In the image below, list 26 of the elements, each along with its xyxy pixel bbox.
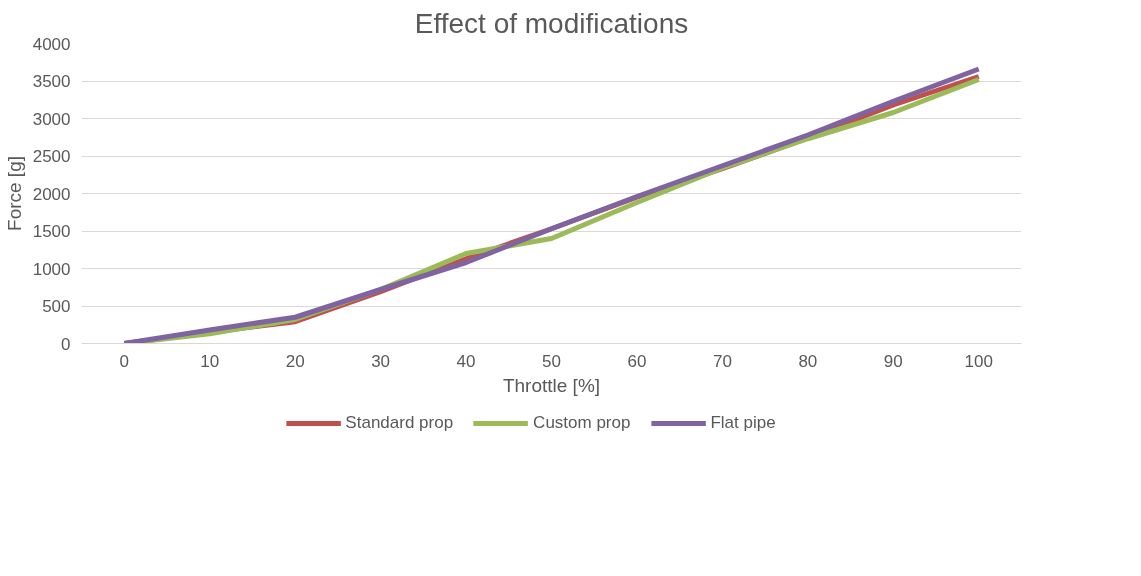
legend-label: Flat pipe: [710, 413, 776, 433]
x-tick-label: 20: [285, 351, 305, 371]
x-tick-label: 30: [371, 351, 391, 371]
x-axis-title: Throttle [%]: [502, 374, 601, 396]
y-tick-label: 3000: [32, 109, 71, 129]
x-tick-label: 60: [627, 351, 647, 371]
y-tick-label: 2500: [32, 147, 71, 166]
x-tick-label: 80: [798, 351, 818, 371]
y-tick-label: 0: [61, 334, 71, 354]
y-tick-label: 4000: [32, 34, 71, 54]
x-tick-label: 10: [200, 351, 220, 371]
y-tick-label: 3500: [32, 72, 71, 91]
legend-label: Standard prop: [345, 413, 454, 433]
chart-title: Effect of modifications: [414, 7, 689, 39]
y-tick-label: 1500: [32, 222, 71, 241]
x-tick-label: 90: [883, 351, 903, 371]
y-tick-label: 500: [42, 297, 71, 316]
x-tick-label: 40: [456, 351, 476, 371]
legend-label: Custom prop: [533, 413, 631, 433]
x-tick-label: 0: [119, 351, 129, 371]
y-tick-label: 1000: [32, 259, 71, 279]
x-tick-label: 100: [964, 351, 993, 371]
x-tick-label: 70: [712, 351, 732, 371]
y-axis-title: Force [g]: [3, 156, 25, 231]
y-tick-label: 2000: [32, 184, 71, 204]
x-tick-label: 50: [542, 351, 561, 371]
